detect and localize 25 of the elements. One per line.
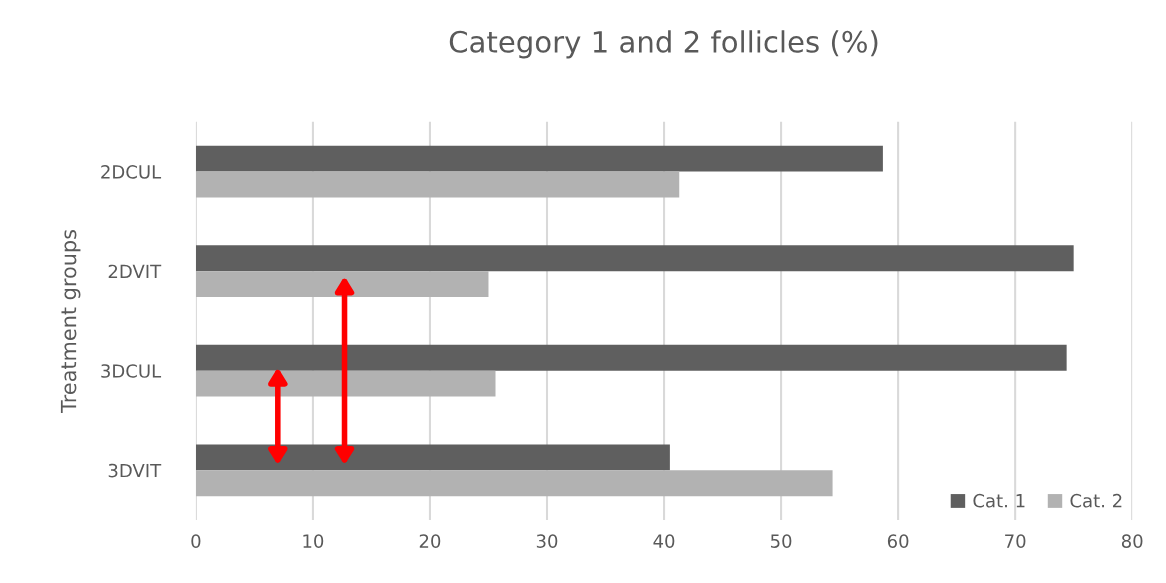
bar (195, 444, 670, 471)
chart-title: Category 1 and 2 follicles (%) (449, 30, 878, 59)
y-axis-title: Treatment groups (60, 229, 81, 413)
x-tick-label: 20 (419, 534, 441, 548)
x-tick-label: 50 (770, 534, 792, 548)
bar (195, 245, 1074, 272)
x-tick-label: 40 (653, 534, 675, 548)
x-tick-label: 70 (1005, 534, 1026, 548)
bar (195, 344, 1067, 371)
x-tick-label: 60 (887, 534, 909, 548)
bar (195, 145, 883, 172)
y-tick-label: 3DVIT (108, 463, 162, 478)
bar (195, 171, 680, 198)
legend-label: Cat. 2 (1070, 493, 1122, 508)
y-tick-label: 3DCUL (101, 364, 162, 378)
bar (195, 470, 833, 497)
bar (195, 271, 489, 298)
bar (195, 370, 496, 397)
y-tick-label: 2DCUL (101, 165, 162, 179)
x-tick-label: 0 (191, 534, 201, 548)
legend-label: Cat. 1 (973, 493, 1025, 508)
x-tick-label: 10 (303, 534, 324, 548)
x-tick-label: 80 (1121, 534, 1143, 548)
y-tick-label: 2DVIT (108, 264, 162, 279)
x-tick-label: 30 (536, 534, 558, 548)
